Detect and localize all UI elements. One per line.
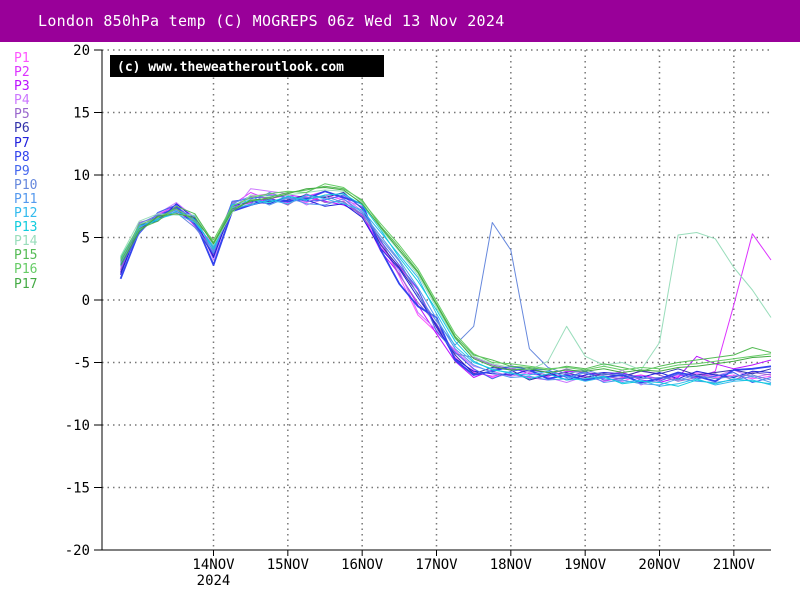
legend-entry-p9: P9 xyxy=(14,163,30,179)
x-tick-label: 19NOV xyxy=(564,557,607,573)
series-line-p15 xyxy=(120,185,772,372)
series-line-p12 xyxy=(120,194,772,387)
legend-entry-p13: P13 xyxy=(14,220,38,236)
legend-entry-p6: P6 xyxy=(14,121,30,137)
series-line-p16 xyxy=(120,183,772,371)
legend-entry-p11: P11 xyxy=(14,191,38,207)
watermark-background xyxy=(110,55,384,77)
y-tick-label: 15 xyxy=(73,106,90,122)
y-tick-label: 10 xyxy=(73,168,90,184)
y-tick-label: -15 xyxy=(65,481,90,497)
legend-entry-p4: P4 xyxy=(14,93,30,109)
x-tick-label: 18NOV xyxy=(490,557,533,573)
x-tick-label: 17NOV xyxy=(415,557,458,573)
legend-entry-p14: P14 xyxy=(14,234,38,250)
title-bar: London 850hPa temp (C) MOGREPS 06z Wed 1… xyxy=(0,0,800,42)
watermark: (c) www.theweatheroutlook.com xyxy=(110,55,384,77)
y-tick-label: -5 xyxy=(73,356,90,372)
watermark-text: (c) www.theweatheroutlook.com xyxy=(117,60,344,75)
series-line-p1 xyxy=(120,193,772,382)
chart-title: London 850hPa temp (C) MOGREPS 06z Wed 1… xyxy=(38,12,505,30)
x-tick-label: 15NOV xyxy=(267,557,310,573)
series-line-p7 xyxy=(120,195,772,381)
series-line-p14 xyxy=(120,189,772,371)
series-line-p8 xyxy=(119,190,772,384)
legend-entry-p15: P15 xyxy=(14,248,38,264)
y-tick-label: -20 xyxy=(65,543,90,559)
legend-entry-p7: P7 xyxy=(14,135,30,151)
legend-entry-p12: P12 xyxy=(14,206,38,222)
series-line-p17 xyxy=(120,187,772,373)
legend-entry-p5: P5 xyxy=(14,107,30,123)
y-tick-label: -10 xyxy=(65,418,90,434)
series-line-p6 xyxy=(120,192,772,381)
series-lines xyxy=(119,183,772,387)
x-tick-label: 16NOV xyxy=(341,557,384,573)
series-line-p13 xyxy=(120,193,772,387)
legend-entry-p1: P1 xyxy=(14,51,30,66)
series-line-p2 xyxy=(120,190,772,382)
legend: P1 P2 P3 P4 P5 P6 P7 P8 P9 P10 P11 P12 P13 P14 P15 P16 P… xyxy=(14,51,74,292)
legend-entry-p10: P10 xyxy=(14,177,38,193)
series-line-p9 xyxy=(120,194,772,383)
y-tick-label: 0 xyxy=(82,293,90,309)
legend-entry-p3: P3 xyxy=(14,79,30,95)
grid xyxy=(102,49,771,550)
legend-entry-p2: P2 xyxy=(14,65,30,81)
legend-entry-p8: P8 xyxy=(14,149,30,165)
x-tick-label: 14NOV xyxy=(192,557,235,573)
series-line-p11 xyxy=(120,195,772,386)
series-line-p3 xyxy=(120,194,772,383)
legend-entry-p16: P16 xyxy=(14,262,38,278)
x-tick-sublabel: 2024 xyxy=(197,573,231,589)
series-line-p4 xyxy=(120,188,772,386)
x-tick-label: 20NOV xyxy=(638,557,681,573)
series-line-p5 xyxy=(120,193,772,382)
y-tick-label: 20 xyxy=(73,43,90,59)
y-tick-label: 5 xyxy=(82,231,90,247)
x-tick-label: 21NOV xyxy=(713,557,756,573)
series-line-p10 xyxy=(120,192,772,381)
legend-entry-p17: P17 xyxy=(14,276,38,292)
